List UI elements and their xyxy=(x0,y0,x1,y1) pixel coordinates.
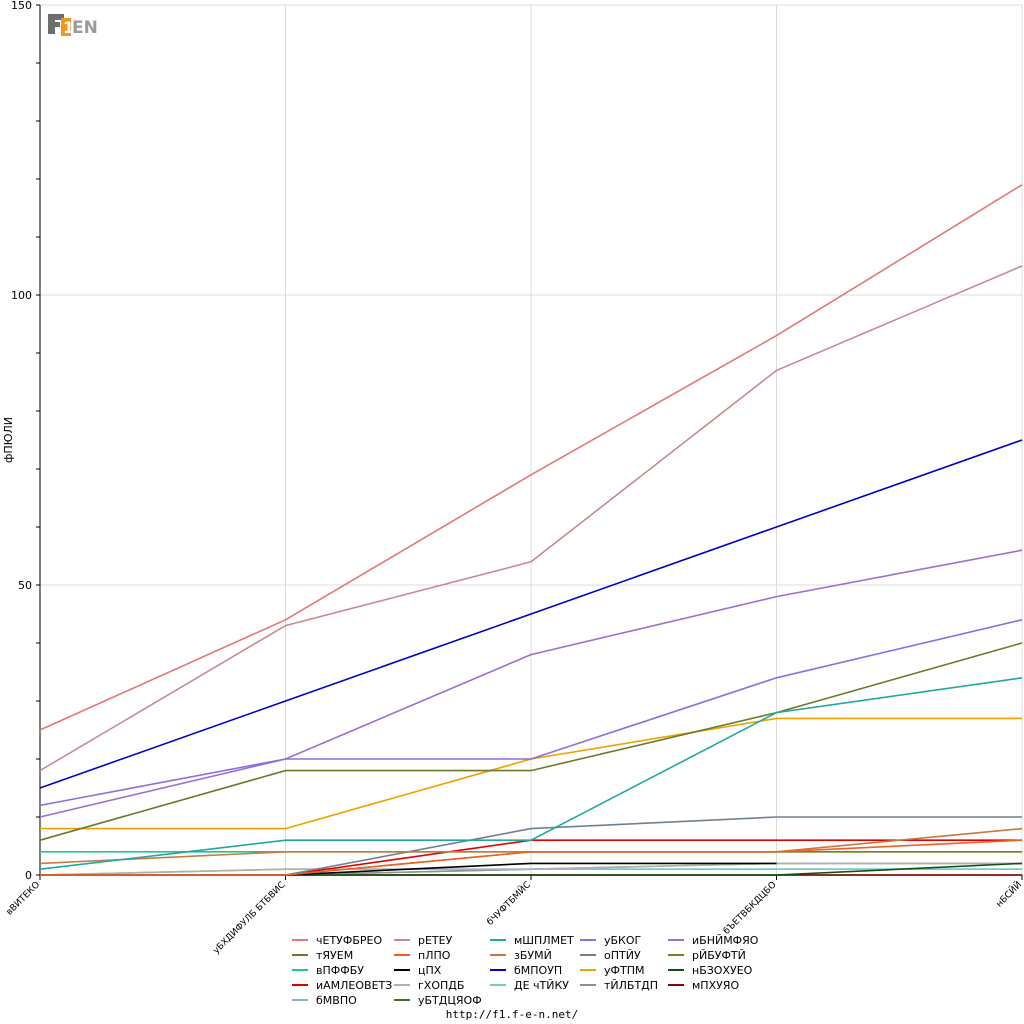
legend-item: гХОПДБ xyxy=(394,979,464,992)
legend-item: мПХУЯО xyxy=(668,979,739,992)
x-tick-label: нБСЙЙ xyxy=(993,879,1024,910)
legend-label: зБУМЙ xyxy=(514,949,552,962)
series-line xyxy=(39,265,1023,772)
legend-item: уБТДЦЯОФ xyxy=(394,994,482,1007)
legend-label: рЕТЕУ xyxy=(418,934,453,947)
legend-label: мПХУЯО xyxy=(692,979,739,992)
x-tick-label: уБХДИФУЛБ БТБВИС xyxy=(212,880,288,956)
legend-item: рЙБУФТЙ xyxy=(668,949,746,962)
footer-url[interactable]: http://f1.f-e-n.net/ xyxy=(445,1008,579,1021)
legend-label: уБКОГ xyxy=(604,934,642,947)
series-line xyxy=(39,619,1023,807)
legend-label: оПТЙУ xyxy=(604,949,641,962)
legend-item: бМВПО xyxy=(292,994,357,1007)
series-line xyxy=(39,184,1023,731)
legend-label: пЛПО xyxy=(418,949,451,962)
x-tick-label: бЪЕТВБКДЦБО xyxy=(722,880,779,937)
legend-label: мШПЛМЕТ xyxy=(514,934,574,947)
legend-item: мШПЛМЕТ xyxy=(490,934,574,947)
y-tick-label: 100 xyxy=(11,289,32,302)
legend-item: пЛПО xyxy=(394,949,451,962)
legend-label: иБНЙМФЯО xyxy=(692,934,759,947)
legend-label: бМПОУП xyxy=(514,964,562,977)
legend: чЕТУФБРЕО рЕТЕУ мШПЛМЕТ уБКОГ иБНЙМФЯО тЯУЕМ п… xyxy=(292,934,759,1007)
legend-item: бМПОУП xyxy=(490,964,562,977)
legend-label: нБЗОХУЕО xyxy=(692,964,753,977)
x-tick-label: бЧУФТБМЙС xyxy=(484,879,533,928)
legend-label: вПФФБУ xyxy=(316,964,364,977)
legend-label: иАМЛЕОВЕТЗ xyxy=(316,979,392,992)
y-axis-label: фПЮЛИ xyxy=(2,417,15,463)
legend-label: тЙЛБТДП xyxy=(604,979,658,992)
legend-label: рЙБУФТЙ xyxy=(692,949,746,962)
legend-label: ДЕ чТЙКУ xyxy=(514,979,569,992)
svg-text:EN: EN xyxy=(72,18,98,36)
series-line xyxy=(39,549,1023,818)
f1en-logo: 1 EN xyxy=(48,12,100,38)
legend-label: цПХ xyxy=(418,964,442,977)
legend-label: бМВПО xyxy=(316,994,357,1007)
legend-item: тЯУЕМ xyxy=(292,949,353,962)
series-line xyxy=(39,439,1023,789)
axes xyxy=(36,4,1023,880)
legend-item: зБУМЙ xyxy=(490,949,552,962)
legend-item: уБКОГ xyxy=(580,934,642,947)
svg-text:1: 1 xyxy=(63,18,74,36)
x-tick-label: вВИТЕКО xyxy=(5,880,42,917)
legend-item: уФТПМ xyxy=(580,964,644,977)
legend-item: иАМЛЕОВЕТЗ xyxy=(292,979,392,992)
y-tick-label: 0 xyxy=(25,869,32,882)
y-tick-labels: 0 50 100 150 xyxy=(11,0,32,882)
legend-item: иБНЙМФЯО xyxy=(668,934,759,947)
legend-label: чЕТУФБРЕО xyxy=(316,934,382,947)
y-tick-label: 150 xyxy=(11,0,32,12)
legend-label: уБТДЦЯОФ xyxy=(418,994,482,1007)
legend-item: рЕТЕУ xyxy=(394,934,453,947)
series-line xyxy=(39,677,1023,870)
legend-label: уФТПМ xyxy=(604,964,644,977)
series-line xyxy=(39,642,1023,841)
series-lines xyxy=(39,184,1023,876)
legend-item: цПХ xyxy=(394,964,442,977)
legend-label: гХОПДБ xyxy=(418,979,464,992)
legend-item: ДЕ чТЙКУ xyxy=(490,979,569,992)
series-line xyxy=(40,839,1023,876)
y-tick-label: 50 xyxy=(18,579,32,592)
series-line xyxy=(39,862,1022,876)
legend-item: чЕТУФБРЕО xyxy=(292,934,382,947)
legend-item: нБЗОХУЕО xyxy=(668,964,753,977)
legend-item: оПТЙУ xyxy=(580,949,641,962)
legend-label: тЯУЕМ xyxy=(316,949,353,962)
legend-item: тЙЛБТДП xyxy=(580,979,658,992)
legend-item: вПФФБУ xyxy=(292,964,364,977)
grid xyxy=(39,4,1023,876)
